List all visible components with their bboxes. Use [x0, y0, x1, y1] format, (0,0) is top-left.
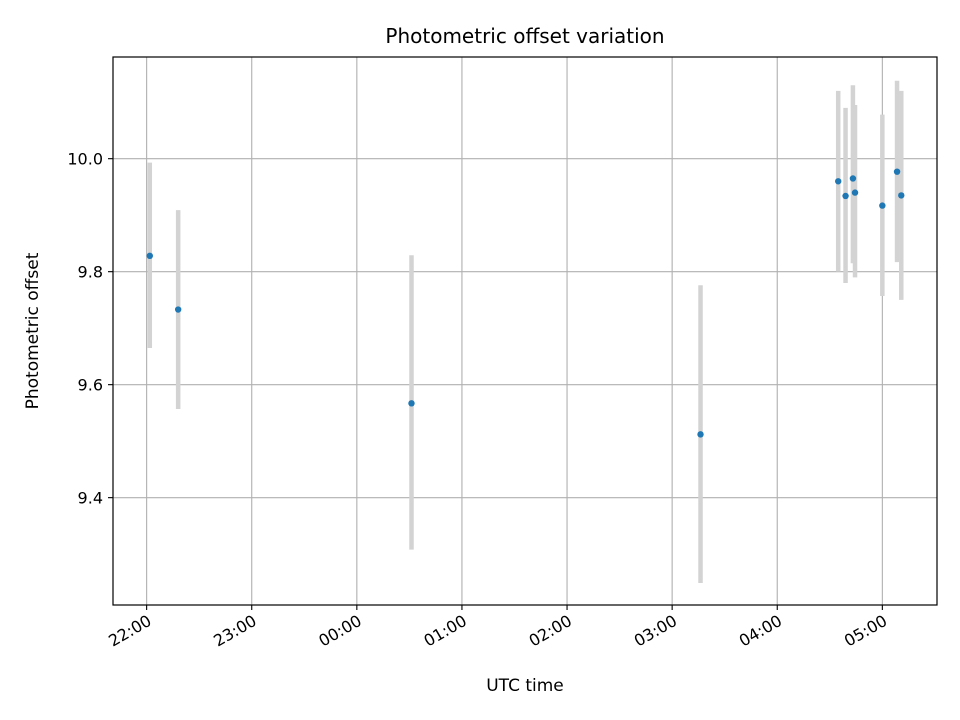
x-tick-label: 22:00: [105, 611, 154, 651]
data-points: [146, 168, 905, 438]
y-axis: 9.4 9.6 9.8 10.0: [67, 150, 113, 508]
data-point: [408, 400, 415, 407]
data-point: [893, 168, 901, 175]
y-axis-label: Photometric offset: [23, 252, 43, 409]
chart-title: Photometric offset variation: [385, 24, 664, 48]
x-axis: 22:00 23:00 00:00 01:00 02:00 03:00 04:00 05:00: [105, 605, 890, 651]
data-point: [842, 192, 849, 200]
y-tick-label: 9.6: [78, 376, 103, 395]
plot-frame: [112, 56, 938, 606]
x-axis-label: UTC time: [486, 676, 564, 696]
x-tick-label: 02:00: [526, 611, 575, 651]
x-tick-label: 23:00: [210, 611, 259, 651]
y-tick-label: 10.0: [67, 150, 103, 169]
data-point: [851, 189, 859, 196]
data-point: [898, 192, 905, 199]
data-point: [879, 202, 886, 209]
y-tick-label: 9.4: [78, 489, 103, 508]
data-point: [146, 252, 153, 260]
data-point: [849, 175, 857, 182]
x-tick-label: 04:00: [736, 611, 785, 651]
data-point: [835, 178, 842, 185]
data-point: [174, 306, 182, 313]
error-bars: [147, 80, 904, 583]
x-tick-label: 05:00: [841, 611, 890, 651]
grid: [113, 57, 937, 605]
x-tick-label: 00:00: [315, 611, 364, 651]
x-tick-label: 01:00: [421, 611, 470, 651]
y-tick-label: 9.8: [78, 263, 103, 282]
data-point: [697, 431, 704, 438]
x-tick-label: 03:00: [631, 611, 680, 651]
